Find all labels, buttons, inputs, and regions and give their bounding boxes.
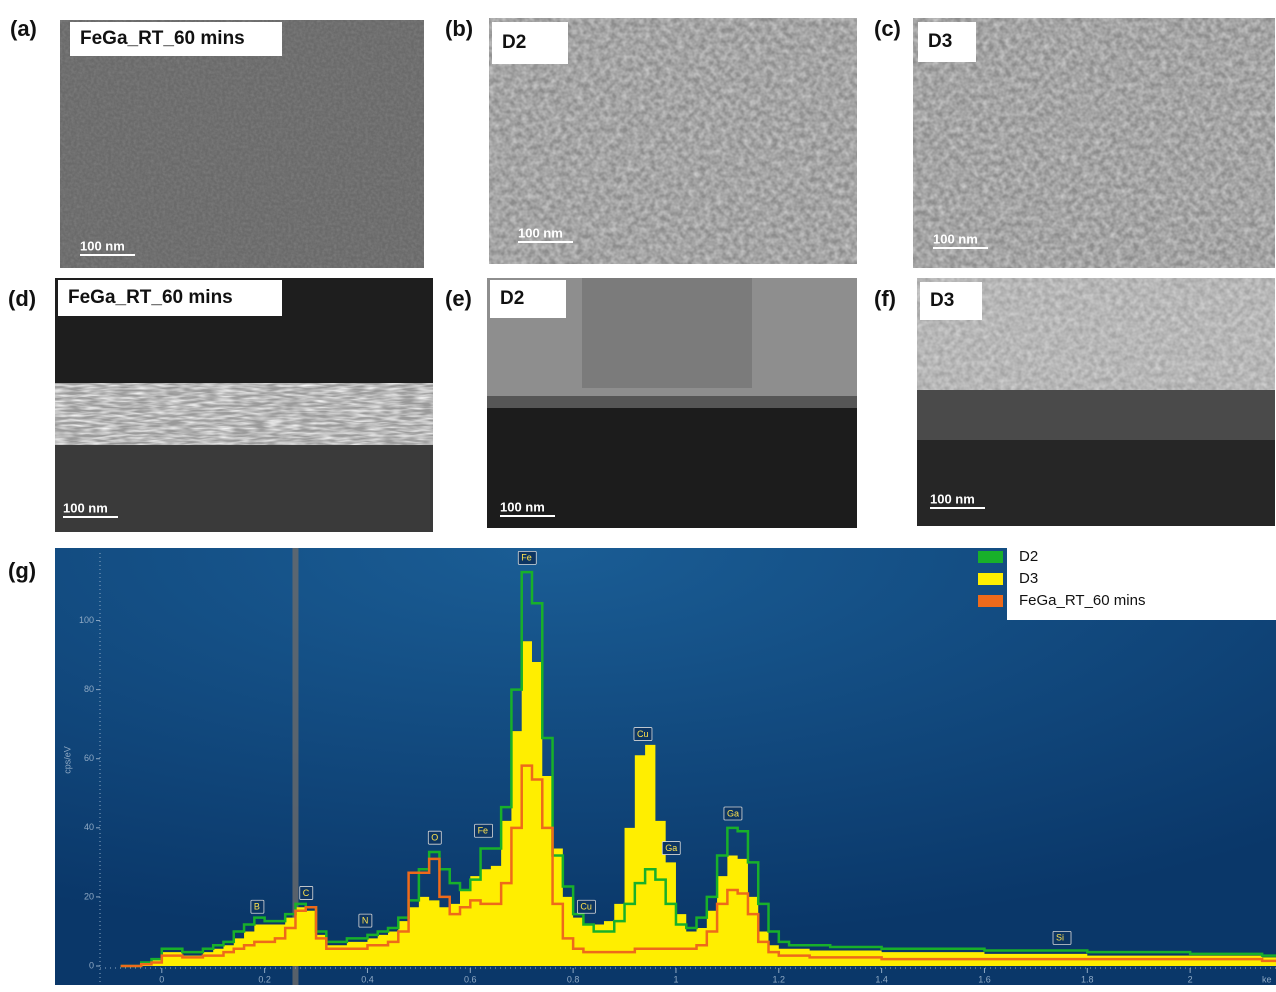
- x-tick-label: 0: [159, 974, 164, 984]
- annotation-box: [723, 806, 743, 821]
- x-tick-label: 0.4: [361, 974, 374, 984]
- scale-bar-label: 100 nm: [500, 499, 545, 514]
- sem-image: [917, 278, 1275, 526]
- annotation-box: [577, 899, 596, 914]
- annotation-label: C: [303, 888, 310, 898]
- chart-letter: (g): [8, 558, 36, 583]
- annotation-box: [633, 727, 653, 741]
- annotation-label: B: [254, 902, 260, 912]
- legend-swatch: [978, 551, 1003, 563]
- x-tick-label: 1.8: [1081, 974, 1094, 984]
- panel-label: D3: [928, 31, 952, 52]
- panel-letter: (f): [874, 286, 896, 311]
- label-box: [58, 280, 282, 316]
- x-tick-label: 0.8: [567, 974, 580, 984]
- x-tick-label: 1.6: [978, 974, 991, 984]
- legend-swatch: [978, 573, 1003, 585]
- annotation-label: Fe: [478, 826, 489, 836]
- annotation-label: Fe: [521, 553, 532, 563]
- y-tick-label: 60: [84, 753, 94, 763]
- sem-image: [487, 278, 857, 528]
- panel-letter: (d): [8, 286, 36, 311]
- panel-label: D2: [502, 32, 526, 53]
- legend-label: FeGa_RT_60 mins: [1019, 592, 1145, 609]
- sem-image: [489, 18, 857, 264]
- scale-bar-label: 100 nm: [933, 231, 978, 246]
- label-box: [918, 22, 976, 62]
- y-axis-label: cps/eV: [62, 746, 72, 774]
- annotation-label: O: [431, 833, 438, 843]
- scale-bar-label: 100 nm: [63, 500, 108, 515]
- annotation-label: N: [362, 915, 369, 925]
- label-box: [70, 22, 282, 56]
- y-tick-label: 20: [84, 891, 94, 901]
- y-tick-label: 40: [84, 822, 94, 832]
- annotation-box: [661, 841, 681, 855]
- legend-label: D2: [1019, 548, 1038, 565]
- label-box: [490, 280, 566, 318]
- image-region: [55, 383, 433, 445]
- series-line: [120, 570, 1276, 968]
- panel-letter: (a): [10, 16, 37, 41]
- legend-label: D3: [1019, 570, 1038, 587]
- series-line: [120, 764, 1276, 968]
- x-tick-label: 0.6: [464, 974, 477, 984]
- image-region: [917, 390, 1275, 440]
- annotation-label: Ga: [665, 843, 677, 853]
- sem-image: [55, 278, 433, 532]
- x-tick-label: 1.4: [875, 974, 888, 984]
- x-tick-label: 0.2: [258, 974, 271, 984]
- annotation-box: [427, 830, 442, 845]
- scale-bar-label: 100 nm: [930, 491, 975, 506]
- annotation-box: [299, 886, 314, 900]
- panel-label: FeGa_RT_60 mins: [68, 287, 233, 308]
- legend-swatch: [978, 595, 1003, 607]
- annotation-label: Cu: [580, 902, 592, 912]
- panel-letter: (e): [445, 286, 472, 311]
- x-tick-label: 1.2: [773, 974, 786, 984]
- panel-label: FeGa_RT_60 mins: [80, 28, 245, 49]
- annotation-label: Cu: [637, 729, 649, 739]
- annotation-box: [1052, 930, 1072, 945]
- image-region: [60, 20, 424, 268]
- image-region: [917, 440, 1275, 526]
- x-tick-label: 2: [1188, 974, 1193, 984]
- panel-letter: (b): [445, 16, 473, 41]
- scale-bar-label: 100 nm: [80, 238, 125, 253]
- annotation-label: Si: [1056, 933, 1064, 943]
- y-tick-label: 80: [84, 684, 94, 694]
- label-box: [492, 22, 568, 64]
- annotation-box: [250, 899, 265, 914]
- scale-bar-label: 100 nm: [518, 225, 563, 240]
- y-tick-label: 0: [89, 960, 94, 970]
- x-axis-label: ke: [1262, 974, 1272, 984]
- image-region: [55, 445, 433, 532]
- label-box: [920, 282, 982, 320]
- annotation-label: Ga: [727, 808, 739, 818]
- image-region: [487, 408, 857, 528]
- image-region: [582, 278, 752, 388]
- panel-label: D3: [930, 290, 954, 311]
- annotation-box: [358, 913, 373, 928]
- legend-box: [1007, 548, 1276, 620]
- image-region: [487, 396, 857, 408]
- x-tick-label: 1: [673, 974, 678, 984]
- sem-image: [913, 18, 1275, 268]
- sem-image: [60, 20, 424, 268]
- annotation-box: [517, 550, 537, 565]
- annotation-box: [474, 823, 493, 838]
- y-tick-label: 100: [79, 615, 94, 625]
- panel-letter: (c): [874, 16, 901, 41]
- panel-label: D2: [500, 288, 524, 309]
